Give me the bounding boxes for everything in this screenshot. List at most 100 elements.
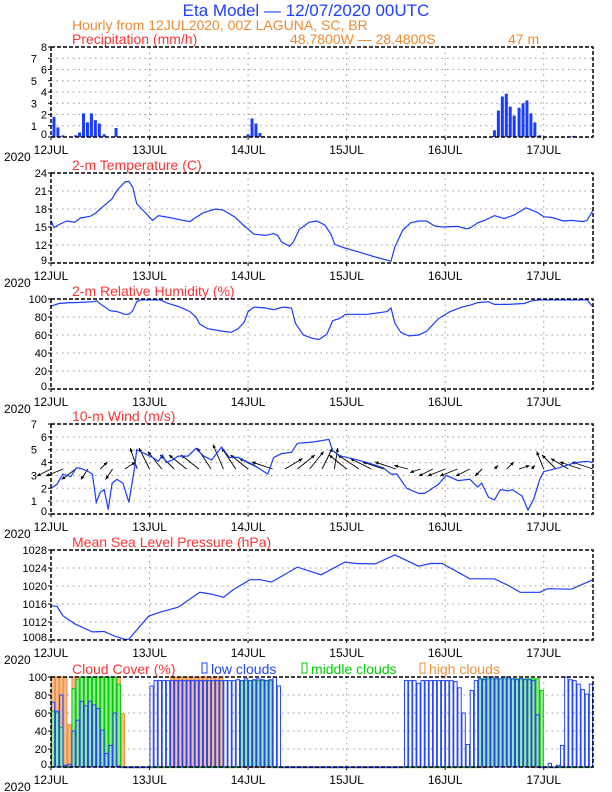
wind-vector (147, 451, 163, 470)
precip-bar (74, 135, 78, 137)
y-tick-label: 5 (31, 76, 37, 88)
wind-vector-head (61, 475, 66, 480)
panel-title: Mean Sea Level Pressure (hPa) (72, 534, 271, 550)
x-tick-label: 13JUL (132, 269, 167, 283)
high-cloud-bar (67, 724, 72, 768)
low-cloud-bar (231, 680, 236, 768)
high-cloud-legend-swatch (419, 662, 426, 674)
y-tick-label: 40 (35, 348, 47, 360)
precip-bar (61, 135, 65, 137)
y-tick-label: 4 (41, 458, 47, 470)
x-tick-label: 14JUL (231, 520, 266, 534)
precip-bar (254, 123, 258, 137)
panel-cloud: Cloud Cover (%) 0 20 40 60 80 100 12JUL 13JUL 14J… (4, 661, 594, 792)
low-cloud-bar (527, 679, 532, 768)
middle-cloud-legend-label: middle clouds (311, 661, 397, 677)
panel-title: Cloud Cover (%) (72, 661, 175, 677)
low-cloud-bar (449, 680, 454, 768)
wind-vector (337, 454, 360, 470)
wind-vector-head (536, 451, 540, 456)
wind-vector-head (418, 472, 423, 476)
y-tick-label: 0 (41, 129, 47, 141)
low-cloud-bar (71, 730, 76, 768)
wind-vector (297, 454, 316, 470)
x-tick-label: 15JUL (329, 646, 364, 660)
low-cloud-bar (157, 680, 162, 768)
wind-vector-head (427, 473, 432, 477)
y-tick-label: 21 (35, 186, 47, 198)
y-tick-label: 24 (35, 168, 47, 180)
precip-bar (85, 122, 89, 137)
x-tick-label: 17JUL (526, 773, 561, 787)
x-tick-label: 12JUL (34, 773, 69, 787)
precip-bar (492, 130, 496, 137)
low-cloud-bar (59, 694, 64, 768)
y-tick-label: 1024 (23, 563, 47, 575)
wind-vector (129, 447, 138, 470)
wind-vector (251, 461, 273, 470)
x-tick-label: 16JUL (428, 520, 463, 534)
low-cloud-bar (276, 685, 282, 768)
y-tick-label: 1 (31, 121, 37, 133)
x-tick-label: 16JUL (428, 395, 463, 409)
low-cloud-bar (461, 712, 466, 768)
x-tick-label: 14JUL (231, 269, 266, 283)
low-cloud-bar (469, 690, 475, 768)
plot-frame (50, 676, 594, 768)
precip-bar (102, 134, 106, 137)
y-tick-label: 18 (35, 204, 47, 216)
low-cloud-legend-swatch (201, 662, 208, 674)
y-tick-label: 7 (31, 419, 37, 431)
wind-line (50, 438, 594, 512)
precip-bar (52, 116, 56, 137)
wind-vector-head (131, 462, 136, 466)
x-tick-label: 17JUL (526, 269, 561, 283)
wind-vector (221, 447, 237, 470)
y-tick-label: 4 (41, 87, 47, 99)
x-tick-label: 15JUL (329, 520, 364, 534)
year-label: 2020 (4, 780, 31, 792)
y-tick-label: 6 (41, 432, 47, 444)
y-tick-label: 80 (35, 690, 47, 702)
low-cloud-bar (161, 680, 167, 768)
high-cloud-bar (120, 713, 126, 768)
chart-title: Eta Model — 12/07/2020 00UTC (183, 1, 430, 20)
y-tick-label: 9 (41, 255, 47, 267)
precip-bar (97, 123, 101, 137)
y-tick-label: 100 (29, 294, 47, 306)
wind-vector (362, 461, 384, 470)
x-tick-label: 17JUL (526, 395, 561, 409)
precip-bar (496, 110, 500, 137)
wind-vector-head (509, 462, 514, 466)
y-tick-label: 0 (41, 506, 47, 518)
humidity-line (50, 299, 594, 341)
low-cloud-bar (198, 680, 204, 768)
panel-temperature: 2-m Temperature (C) 9 12 15 18 21 24 12JUL 13JUL… (4, 157, 594, 290)
low-cloud-bar (436, 680, 442, 768)
low-cloud-bar (560, 744, 565, 768)
wind-vector-head (475, 472, 479, 476)
precip-bar (512, 115, 516, 137)
panel-title: 2-m Temperature (C) (72, 157, 202, 173)
x-tick-label: 16JUL (428, 773, 463, 787)
elevation: 47 m (508, 31, 539, 47)
x-tick-label: 14JUL (231, 143, 266, 157)
low-cloud-bar (588, 683, 594, 768)
y-tick-label: 0 (41, 381, 47, 393)
year-label: 2020 (4, 276, 31, 290)
low-cloud-bar (272, 676, 277, 768)
x-tick-label: 12JUL (34, 395, 69, 409)
x-tick-label: 16JUL (428, 646, 463, 660)
wind-vector-head (374, 461, 379, 465)
y-tick-label: 80 (35, 312, 47, 324)
y-tick-label: 60 (35, 708, 47, 720)
x-tick-label: 17JUL (526, 520, 561, 534)
low-cloud-bar (580, 689, 585, 768)
wind-vector-head (494, 465, 498, 470)
wind-vector-head (310, 455, 315, 459)
precip-bar (504, 93, 508, 137)
x-tick-label: 13JUL (132, 773, 167, 787)
y-tick-label: 2 (41, 483, 47, 495)
x-tick-label: 13JUL (132, 395, 167, 409)
y-tick-label: 5 (31, 445, 37, 457)
